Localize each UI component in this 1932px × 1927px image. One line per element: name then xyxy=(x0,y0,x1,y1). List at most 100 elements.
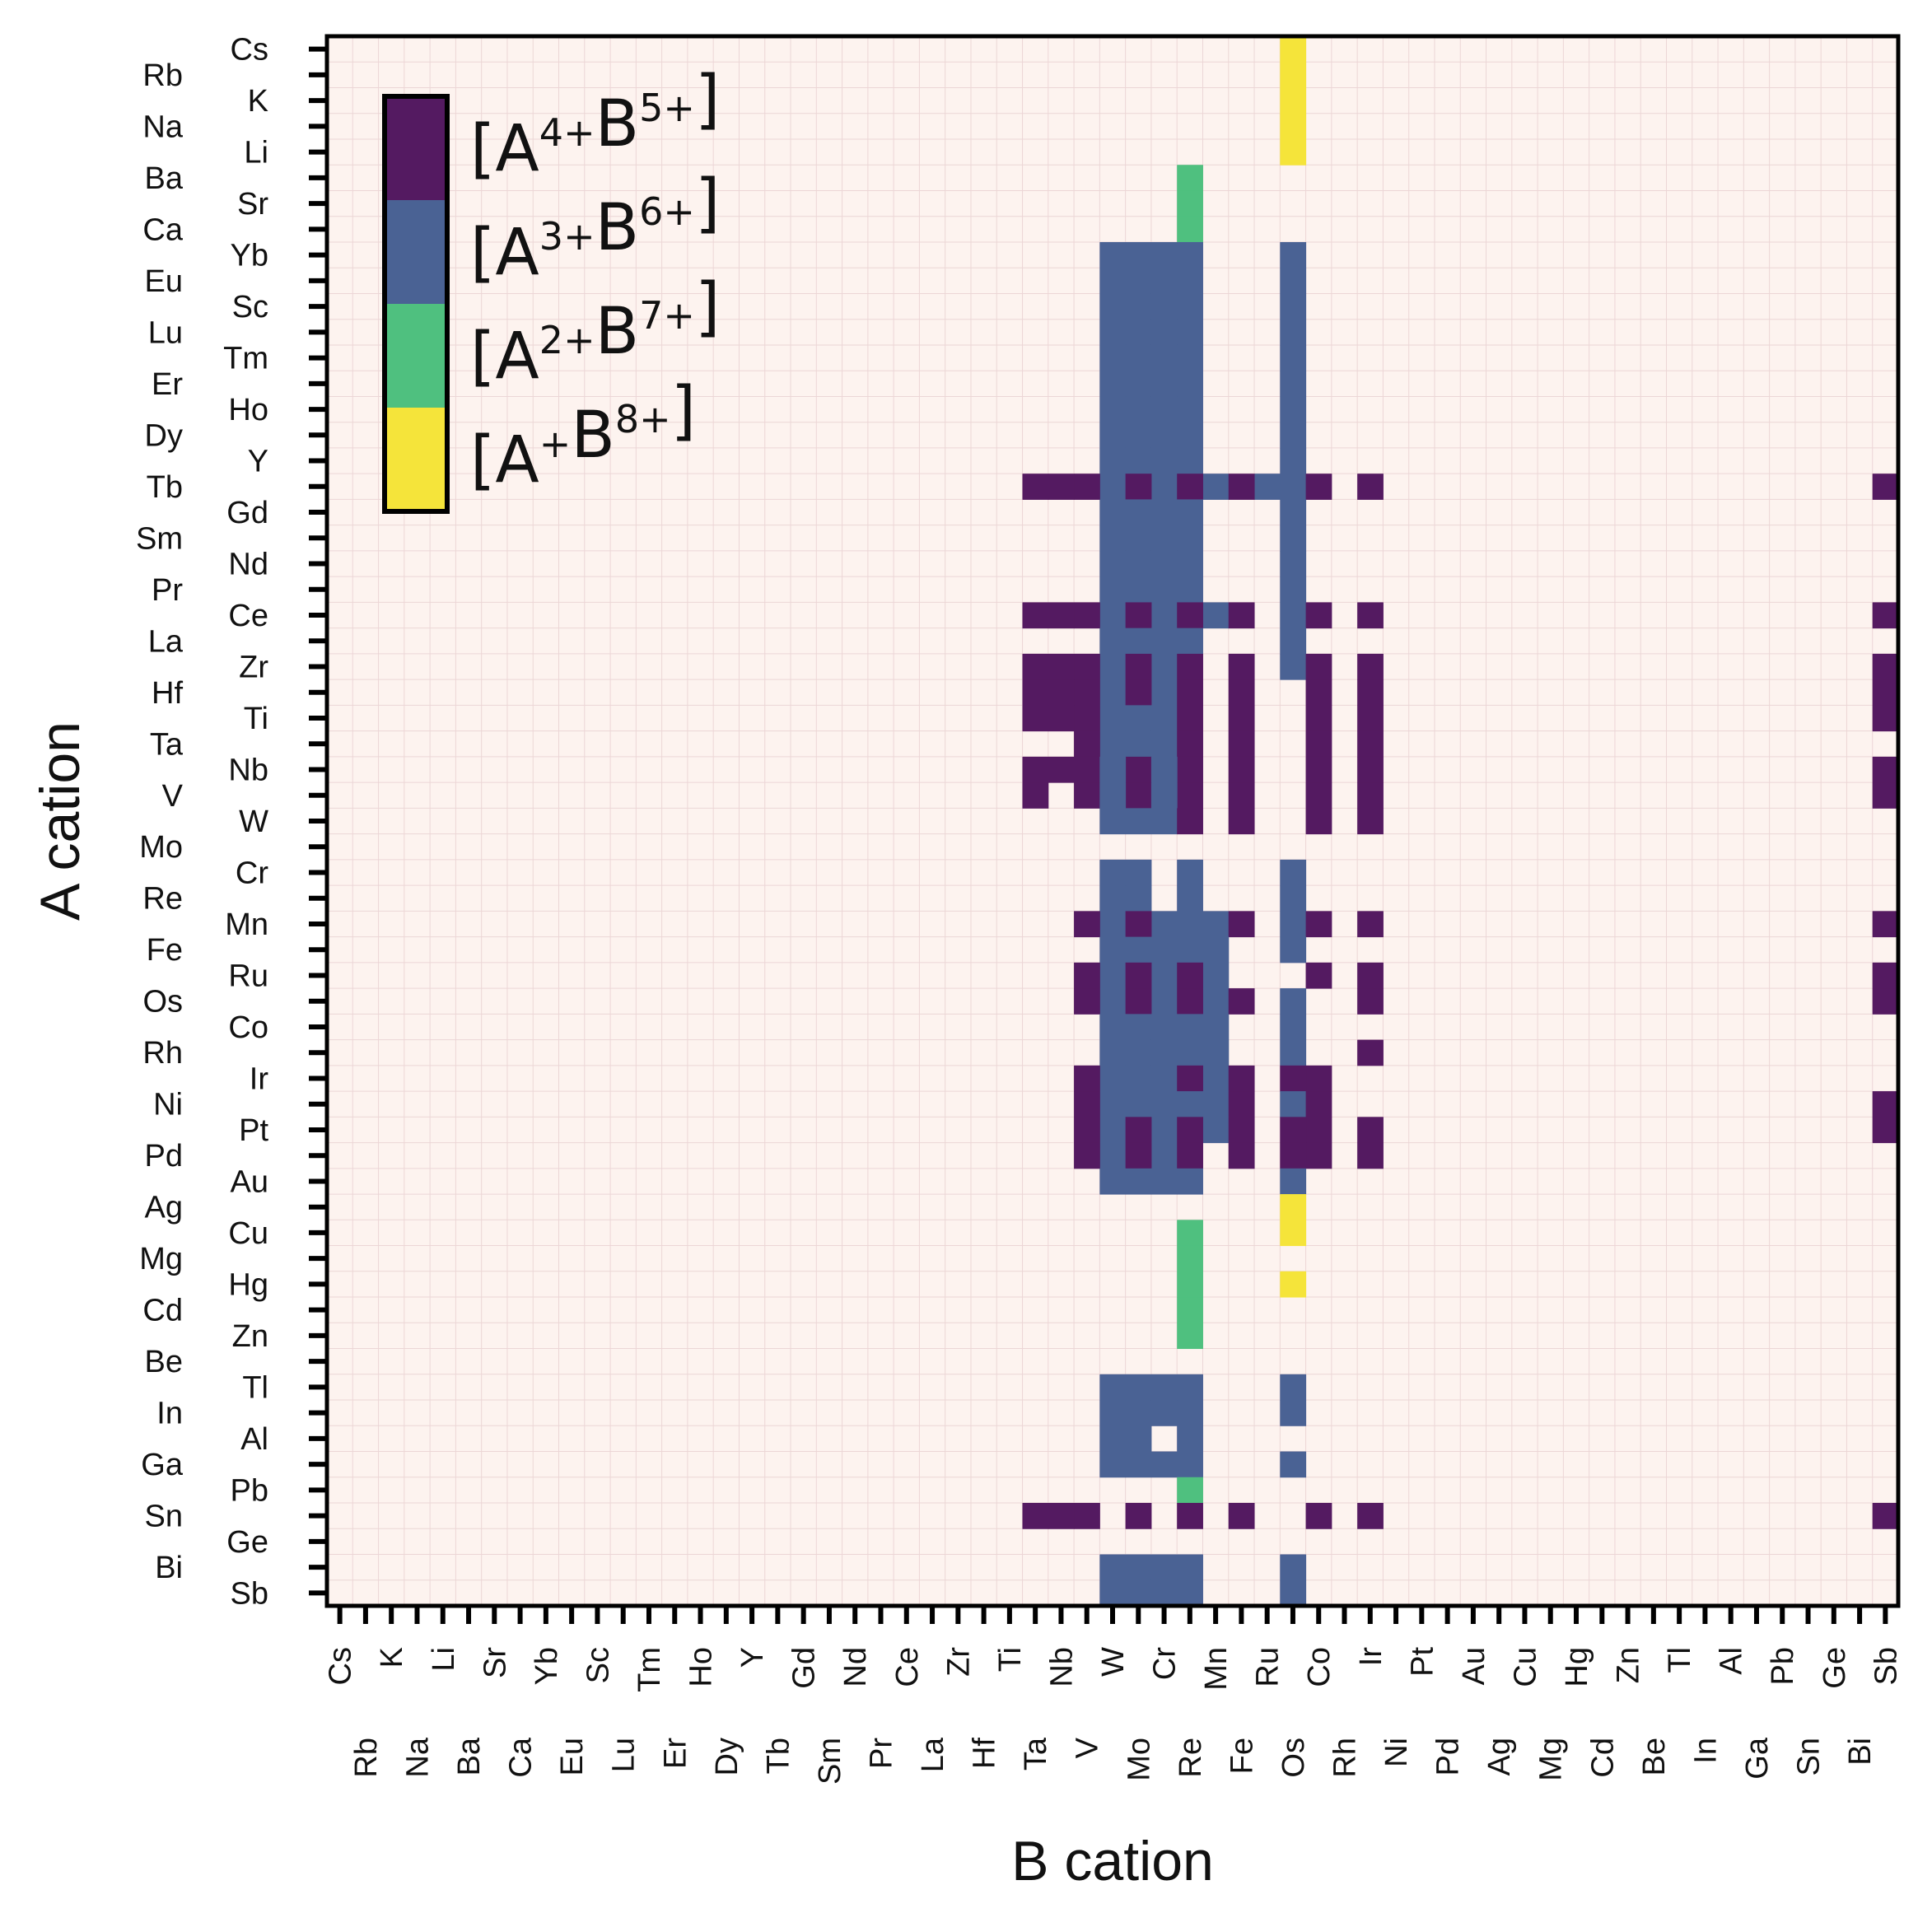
heatmap-cell xyxy=(1280,319,1307,346)
heatmap-cell xyxy=(1125,628,1152,655)
heatmap-cell xyxy=(1022,756,1049,783)
heatmap-cell xyxy=(1099,962,1127,989)
heatmap-cell xyxy=(1305,756,1332,783)
y-tick-label: Bi xyxy=(155,1551,183,1585)
heatmap-cell xyxy=(1280,138,1307,166)
heatmap-cell xyxy=(1125,756,1152,783)
heatmap-cell xyxy=(1125,1168,1152,1195)
heatmap-cell xyxy=(1150,962,1178,989)
heatmap-cell xyxy=(1202,602,1230,629)
y-tick-label: Au xyxy=(231,1164,268,1199)
heatmap-cell xyxy=(1177,268,1203,294)
heatmap-cell xyxy=(1125,730,1152,758)
heatmap-cell xyxy=(1280,1142,1307,1169)
heatmap-cell xyxy=(1202,1039,1230,1066)
heatmap-cell xyxy=(1099,396,1127,423)
heatmap-cell xyxy=(1280,447,1307,474)
x-tick-label: Tl xyxy=(1663,1647,1697,1673)
heatmap-cell xyxy=(1177,1503,1203,1529)
heatmap-cell xyxy=(1099,679,1127,706)
heatmap-cell xyxy=(1099,1374,1127,1401)
heatmap-cell xyxy=(1228,474,1255,500)
legend-label: [A4+B5+] xyxy=(470,63,720,186)
heatmap-cell xyxy=(1177,576,1203,603)
x-tick-label: Sr xyxy=(478,1647,512,1678)
heatmap-cell xyxy=(1125,988,1152,1015)
y-tick-label: W xyxy=(239,805,268,839)
x-tick-label: Ca xyxy=(504,1737,539,1777)
heatmap-cell xyxy=(1125,474,1152,500)
heatmap-cell xyxy=(1177,1451,1203,1478)
y-tick-label: Rb xyxy=(142,58,183,93)
y-tick-label: In xyxy=(156,1397,183,1431)
heatmap-cell xyxy=(1872,988,1899,1015)
heatmap-cell xyxy=(1177,396,1203,423)
heatmap-cell xyxy=(1125,808,1152,835)
heatmap-cell xyxy=(1099,1065,1127,1092)
heatmap-cell xyxy=(1150,988,1178,1015)
heatmap-cell xyxy=(1074,1503,1100,1529)
heatmap-cell xyxy=(1177,653,1203,680)
y-tick-label: Ni xyxy=(153,1088,183,1122)
heatmap-cell xyxy=(1177,319,1203,346)
heatmap-cell xyxy=(1305,602,1332,629)
heatmap-cell xyxy=(1305,474,1332,500)
y-tick-label: Ba xyxy=(145,161,184,196)
heatmap-cell xyxy=(1177,705,1203,732)
x-tick-label: Pt xyxy=(1405,1647,1440,1677)
x-tick-label: Ir xyxy=(1354,1647,1388,1667)
heatmap-cell xyxy=(1872,911,1899,938)
heatmap-cell xyxy=(1125,602,1152,629)
heatmap-cell xyxy=(1177,1220,1203,1247)
heatmap-cell xyxy=(1150,474,1178,500)
x-tick-label: Mn xyxy=(1199,1647,1234,1691)
heatmap-cell xyxy=(1177,371,1203,397)
y-tick-label: Tm xyxy=(223,342,268,376)
heatmap-cell xyxy=(1150,808,1178,835)
heatmap-cell xyxy=(1099,499,1127,526)
x-tick-label: Pb xyxy=(1766,1647,1800,1685)
x-ticks: Cs Rb K Na Li Ba Sr Ca Yb Eu Sc Lu Tm Er Ho Dy Y Tb Gd Sm Nd… xyxy=(324,1606,1903,1785)
heatmap-cell xyxy=(1177,474,1203,500)
legend-label: [A3+B6+] xyxy=(470,166,720,290)
heatmap-cell xyxy=(1280,988,1307,1015)
heatmap-cell xyxy=(1872,679,1899,706)
y-tick-label: Zn xyxy=(232,1319,268,1354)
heatmap-cell xyxy=(1280,87,1307,114)
heatmap-cell xyxy=(1150,525,1178,552)
legend-swatch xyxy=(385,200,447,304)
heatmap-cell xyxy=(1125,268,1152,294)
legend-swatch xyxy=(385,408,447,511)
heatmap-cell xyxy=(1177,602,1203,629)
heatmap-cell xyxy=(1150,730,1178,758)
heatmap-cell xyxy=(1177,422,1203,449)
y-tick-label: Co xyxy=(228,1010,268,1045)
heatmap-cell xyxy=(1150,1374,1178,1401)
x-tick-label: La xyxy=(916,1737,950,1772)
heatmap-cell xyxy=(1150,911,1178,938)
heatmap-cell xyxy=(1280,550,1307,577)
y-tick-label: Sr xyxy=(237,187,268,222)
heatmap-cell xyxy=(1280,268,1307,294)
y-tick-label: Ho xyxy=(228,393,268,427)
heatmap-cell xyxy=(1099,241,1127,268)
heatmap-cell xyxy=(1022,474,1049,500)
y-tick-label: Mg xyxy=(139,1242,183,1276)
heatmap-cell xyxy=(1280,602,1307,629)
heatmap-cell xyxy=(1177,1554,1203,1581)
heatmap-cell xyxy=(1150,447,1178,474)
x-tick-label: Fe xyxy=(1225,1738,1259,1774)
x-tick-label: Cu xyxy=(1508,1647,1542,1687)
heatmap-cell xyxy=(1074,705,1100,732)
heatmap-cell xyxy=(1872,1091,1899,1117)
heatmap-cell xyxy=(1280,293,1307,320)
heatmap-cell xyxy=(1177,936,1203,964)
heatmap-cell xyxy=(1357,705,1384,732)
heatmap-cell xyxy=(1357,988,1384,1015)
y-tick-label: Cs xyxy=(231,33,268,68)
heatmap-cell xyxy=(1280,371,1307,397)
heatmap-cell xyxy=(1305,782,1332,809)
y-tick-label: Pr xyxy=(152,573,183,608)
heatmap-cell xyxy=(1150,396,1178,423)
